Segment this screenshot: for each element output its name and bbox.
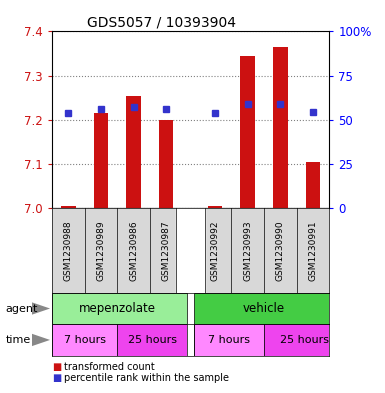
Polygon shape <box>32 302 50 315</box>
Bar <box>159 120 174 208</box>
Text: GDS5057 / 10393904: GDS5057 / 10393904 <box>87 16 236 30</box>
Bar <box>61 206 75 208</box>
Text: GSM1230990: GSM1230990 <box>276 220 285 281</box>
Bar <box>187 324 194 356</box>
Bar <box>264 324 345 356</box>
Bar <box>117 324 187 356</box>
Text: time: time <box>6 335 31 345</box>
Bar <box>306 162 320 208</box>
Bar <box>240 56 255 208</box>
Bar <box>94 113 108 208</box>
Text: percentile rank within the sample: percentile rank within the sample <box>64 373 229 383</box>
Text: GSM1230992: GSM1230992 <box>211 220 219 281</box>
Bar <box>52 324 117 356</box>
Text: ■: ■ <box>52 362 61 373</box>
Bar <box>208 206 223 208</box>
Bar <box>176 208 205 293</box>
Text: 7 hours: 7 hours <box>208 335 250 345</box>
Text: GSM1230986: GSM1230986 <box>129 220 138 281</box>
Polygon shape <box>32 334 50 346</box>
Bar <box>273 47 288 208</box>
Text: vehicle: vehicle <box>243 302 285 315</box>
Bar <box>194 293 345 324</box>
Text: GSM1230988: GSM1230988 <box>64 220 73 281</box>
Text: agent: agent <box>6 303 38 314</box>
Text: 25 hours: 25 hours <box>128 335 177 345</box>
Text: transformed count: transformed count <box>64 362 154 373</box>
Text: GSM1230993: GSM1230993 <box>243 220 252 281</box>
Bar <box>126 95 141 208</box>
Text: GSM1230987: GSM1230987 <box>162 220 171 281</box>
Text: GSM1230991: GSM1230991 <box>308 220 317 281</box>
Text: ■: ■ <box>52 373 61 383</box>
Bar <box>194 324 264 356</box>
Text: 25 hours: 25 hours <box>280 335 329 345</box>
Text: mepenzolate: mepenzolate <box>79 302 156 315</box>
Bar <box>52 293 187 324</box>
Text: GSM1230989: GSM1230989 <box>96 220 105 281</box>
Text: 7 hours: 7 hours <box>64 335 105 345</box>
